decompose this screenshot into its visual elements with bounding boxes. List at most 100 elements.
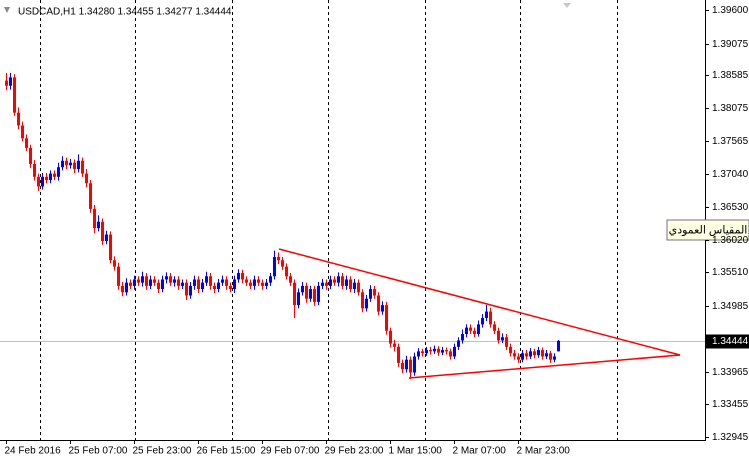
candle-body bbox=[57, 167, 60, 177]
candle-body bbox=[425, 350, 428, 354]
candle-body bbox=[121, 285, 124, 293]
candle-body bbox=[501, 337, 504, 341]
candle-body bbox=[233, 279, 236, 290]
candle-body bbox=[361, 292, 364, 309]
candle-body bbox=[485, 311, 488, 318]
candle-body bbox=[337, 276, 340, 283]
candle-body bbox=[197, 279, 200, 290]
candle-body bbox=[93, 208, 96, 229]
candle-body bbox=[165, 276, 168, 280]
plot-area bbox=[0, 72, 705, 379]
candle-body bbox=[53, 173, 56, 177]
price-label-box bbox=[706, 334, 749, 349]
candle-body bbox=[33, 163, 36, 177]
y-tick-label: 1.37565 bbox=[712, 136, 749, 147]
x-tick-label: 24 Feb 2016 bbox=[5, 446, 62, 457]
candle-body bbox=[525, 353, 528, 357]
candle-body bbox=[529, 351, 532, 357]
candle-body bbox=[177, 279, 180, 286]
x-tick-label: 2 Mar 23:00 bbox=[517, 446, 571, 457]
candle-body bbox=[85, 173, 88, 184]
candle-body bbox=[193, 279, 196, 286]
candle-body bbox=[225, 279, 228, 286]
candle-body bbox=[513, 353, 516, 357]
candle-body bbox=[309, 289, 312, 299]
candle-body bbox=[489, 311, 492, 325]
y-tick-label: 1.39600 bbox=[712, 5, 749, 16]
candle-body bbox=[549, 353, 552, 360]
candle-body bbox=[153, 279, 156, 283]
candle-body bbox=[161, 279, 164, 290]
candle-body bbox=[173, 279, 176, 283]
candle-body bbox=[49, 173, 52, 181]
candle-body bbox=[453, 346, 456, 357]
candle-body bbox=[133, 279, 136, 286]
candle-body bbox=[13, 77, 16, 113]
candle-body bbox=[273, 257, 276, 277]
candle-body bbox=[461, 334, 464, 341]
candle-body bbox=[109, 234, 112, 261]
candle-body bbox=[257, 279, 260, 283]
candle-body bbox=[373, 289, 376, 296]
candle-body bbox=[409, 359, 412, 373]
y-tick-label: 1.38585 bbox=[712, 70, 749, 81]
candle-body bbox=[113, 260, 116, 267]
candle-body bbox=[317, 285, 320, 302]
x-tick-label: 29 Feb 07:00 bbox=[261, 446, 320, 457]
candle-body bbox=[473, 330, 476, 335]
x-tick-label: 29 Feb 23:00 bbox=[325, 446, 384, 457]
candle-body bbox=[393, 343, 396, 347]
candle-body bbox=[417, 351, 420, 357]
candle-body bbox=[217, 282, 220, 290]
candle-body bbox=[261, 282, 264, 286]
candle-body bbox=[381, 305, 384, 312]
y-tick-label: 1.36530 bbox=[712, 202, 749, 213]
candle-body bbox=[141, 276, 144, 283]
candle-body bbox=[293, 282, 296, 306]
candle-body bbox=[277, 257, 280, 261]
candle-body bbox=[301, 285, 304, 293]
candle-body bbox=[369, 289, 372, 299]
candle-body bbox=[237, 273, 240, 280]
candle-body bbox=[421, 351, 424, 354]
candle-body bbox=[249, 282, 252, 286]
candle-body bbox=[125, 282, 128, 293]
candle-body bbox=[465, 327, 468, 335]
candle-body bbox=[181, 282, 184, 286]
candle-body bbox=[41, 176, 44, 187]
candle-body bbox=[73, 162, 76, 170]
candle-body bbox=[69, 162, 72, 166]
candle-body bbox=[545, 353, 548, 357]
candle-body bbox=[505, 337, 508, 347]
candle-body bbox=[61, 160, 64, 168]
candle-body bbox=[345, 279, 348, 286]
candle-body bbox=[353, 282, 356, 290]
candle-body bbox=[289, 276, 292, 283]
candle-body bbox=[137, 279, 140, 283]
candle-body bbox=[509, 346, 512, 354]
candle-body bbox=[229, 285, 232, 290]
period-separators bbox=[40, 0, 618, 440]
candle-body bbox=[21, 125, 24, 139]
candle-body bbox=[129, 282, 132, 286]
candle-body bbox=[89, 183, 92, 209]
candle-body bbox=[77, 160, 80, 170]
candle-body bbox=[189, 285, 192, 296]
price-label: 1.34444 bbox=[712, 336, 749, 347]
y-tick-label: 1.32945 bbox=[712, 432, 749, 443]
y-tick-label: 1.37040 bbox=[712, 169, 749, 180]
candle-body bbox=[469, 327, 472, 331]
candle-body bbox=[157, 282, 160, 290]
candle-body bbox=[377, 295, 380, 312]
candle-body bbox=[397, 346, 400, 363]
candle-body bbox=[313, 289, 316, 302]
candle-body bbox=[429, 350, 432, 352]
candle-body bbox=[5, 80, 8, 86]
candle-body bbox=[281, 260, 284, 267]
candle-body bbox=[481, 317, 484, 325]
candle-body bbox=[185, 282, 188, 296]
candle-body bbox=[29, 147, 32, 164]
y-tick-label: 1.38075 bbox=[712, 103, 749, 114]
